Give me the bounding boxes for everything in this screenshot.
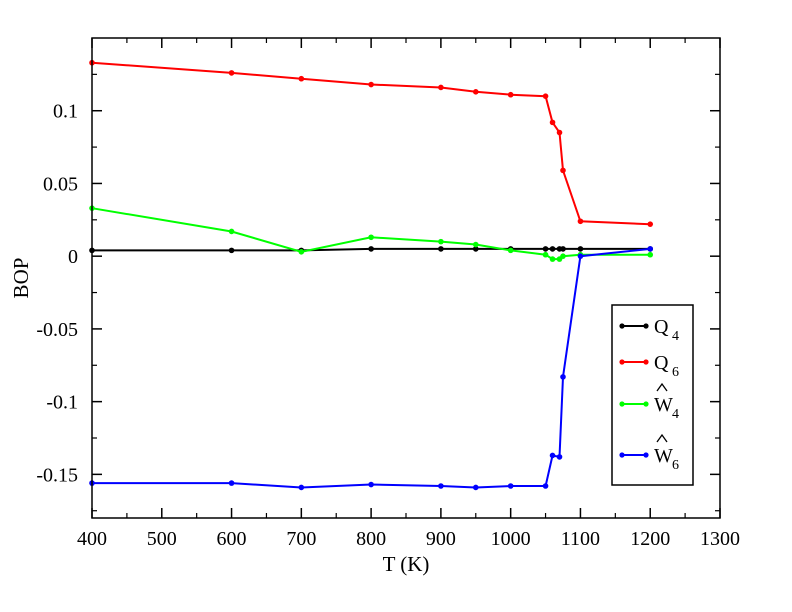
legend-label-q4: Q bbox=[654, 316, 669, 338]
tick-labels: 400 500 600 700 800 900 1000 1100 1200 1300 0.1 0.0… bbox=[36, 101, 740, 550]
data-point-q6 bbox=[368, 81, 374, 88]
legend-hat-w6 bbox=[656, 433, 668, 443]
data-point-q6 bbox=[228, 70, 235, 76]
y-tick-label: -0.15 bbox=[36, 464, 78, 486]
x-tick-label: 1300 bbox=[700, 528, 740, 550]
data-point-q6 bbox=[438, 84, 444, 91]
x-tick-label: 800 bbox=[356, 528, 386, 550]
y-tick-label: -0.1 bbox=[46, 392, 78, 414]
data-point-q6 bbox=[647, 221, 654, 227]
y-tick-label: 0.1 bbox=[53, 101, 78, 123]
data-point-q6 bbox=[549, 119, 556, 126]
legend: Q 4Q 6W 4W 6 bbox=[611, 304, 694, 486]
x-tick-label: 700 bbox=[286, 528, 316, 550]
legend-marker-w6 bbox=[619, 452, 625, 458]
data-point-q4 bbox=[438, 246, 444, 252]
data-point-q6 bbox=[542, 93, 549, 99]
data-point-w4 bbox=[368, 234, 374, 241]
legend-box bbox=[611, 304, 694, 486]
y-tick-label: -0.05 bbox=[36, 319, 78, 341]
legend-hat-w4 bbox=[656, 382, 668, 392]
data-point-w6 bbox=[438, 483, 444, 489]
legend-marker-q6 bbox=[619, 359, 625, 365]
data-point-w6 bbox=[560, 374, 566, 380]
legend-label-w6: W bbox=[654, 445, 673, 467]
data-point-w4 bbox=[549, 256, 556, 262]
legend-marker-q4 bbox=[643, 323, 649, 329]
data-point-q4 bbox=[560, 246, 566, 252]
data-point-q4 bbox=[228, 247, 235, 254]
data-point-q6 bbox=[507, 91, 514, 98]
data-point-q4 bbox=[577, 246, 584, 252]
y-tick-label: 0 bbox=[68, 246, 78, 268]
data-point-q4 bbox=[368, 246, 374, 252]
data-point-q6 bbox=[298, 75, 305, 82]
legend-marker-w4 bbox=[643, 401, 649, 407]
data-point-w6 bbox=[228, 480, 235, 486]
data-point-q4 bbox=[549, 246, 556, 252]
data-point-w4 bbox=[472, 241, 479, 248]
data-point-w6 bbox=[577, 253, 584, 259]
plot-frame bbox=[91, 37, 721, 519]
data-point-w6 bbox=[542, 483, 549, 489]
legend-label-w4: W bbox=[654, 394, 673, 416]
x-tick-label: 400 bbox=[77, 528, 107, 550]
legend-subscript-w6: 6 bbox=[672, 458, 679, 473]
data-point-q4 bbox=[542, 246, 549, 252]
data-point-w6 bbox=[507, 483, 514, 489]
data-point-w6 bbox=[472, 484, 479, 491]
x-tick-label: 1200 bbox=[630, 528, 670, 550]
legend-marker-q4 bbox=[619, 323, 625, 329]
legend-subscript-q6: 6 bbox=[672, 365, 679, 380]
x-axis-title: T (K) bbox=[383, 552, 430, 576]
data-point-q6 bbox=[472, 89, 479, 95]
legend-marker-w4 bbox=[619, 401, 625, 407]
data-point-w4 bbox=[542, 251, 549, 258]
data-point-w4 bbox=[507, 247, 514, 254]
data-point-q6 bbox=[556, 129, 563, 136]
y-tick-label: 0.05 bbox=[43, 173, 78, 195]
axis-ticks bbox=[91, 38, 721, 518]
x-tick-label: 900 bbox=[426, 528, 456, 550]
data-point-w4 bbox=[438, 238, 444, 245]
data-point-w6 bbox=[368, 481, 374, 488]
data-point-w6 bbox=[549, 452, 556, 459]
data-point-w4 bbox=[647, 251, 654, 258]
data-point-w6 bbox=[647, 246, 654, 252]
data-point-q6 bbox=[577, 218, 584, 225]
data-point-q6 bbox=[560, 167, 566, 174]
legend-subscript-q4: 4 bbox=[672, 329, 679, 344]
legend-marker-q6 bbox=[643, 359, 649, 365]
series-layer bbox=[89, 59, 654, 491]
y-axis-title: BOP bbox=[9, 258, 33, 299]
x-tick-label: 1000 bbox=[491, 528, 531, 550]
data-point-w4 bbox=[298, 249, 305, 255]
data-point-w4 bbox=[228, 228, 235, 235]
legend-marker-w6 bbox=[643, 452, 649, 458]
data-point-q4 bbox=[472, 246, 479, 252]
x-tick-label: 600 bbox=[217, 528, 247, 550]
x-tick-label: 1100 bbox=[561, 528, 600, 550]
legend-subscript-w4: 4 bbox=[672, 407, 679, 422]
legend-label-q6: Q bbox=[654, 352, 669, 374]
x-tick-label: 500 bbox=[147, 528, 177, 550]
data-point-w4 bbox=[560, 253, 566, 259]
data-point-w6 bbox=[556, 454, 563, 460]
data-point-w6 bbox=[298, 484, 305, 491]
